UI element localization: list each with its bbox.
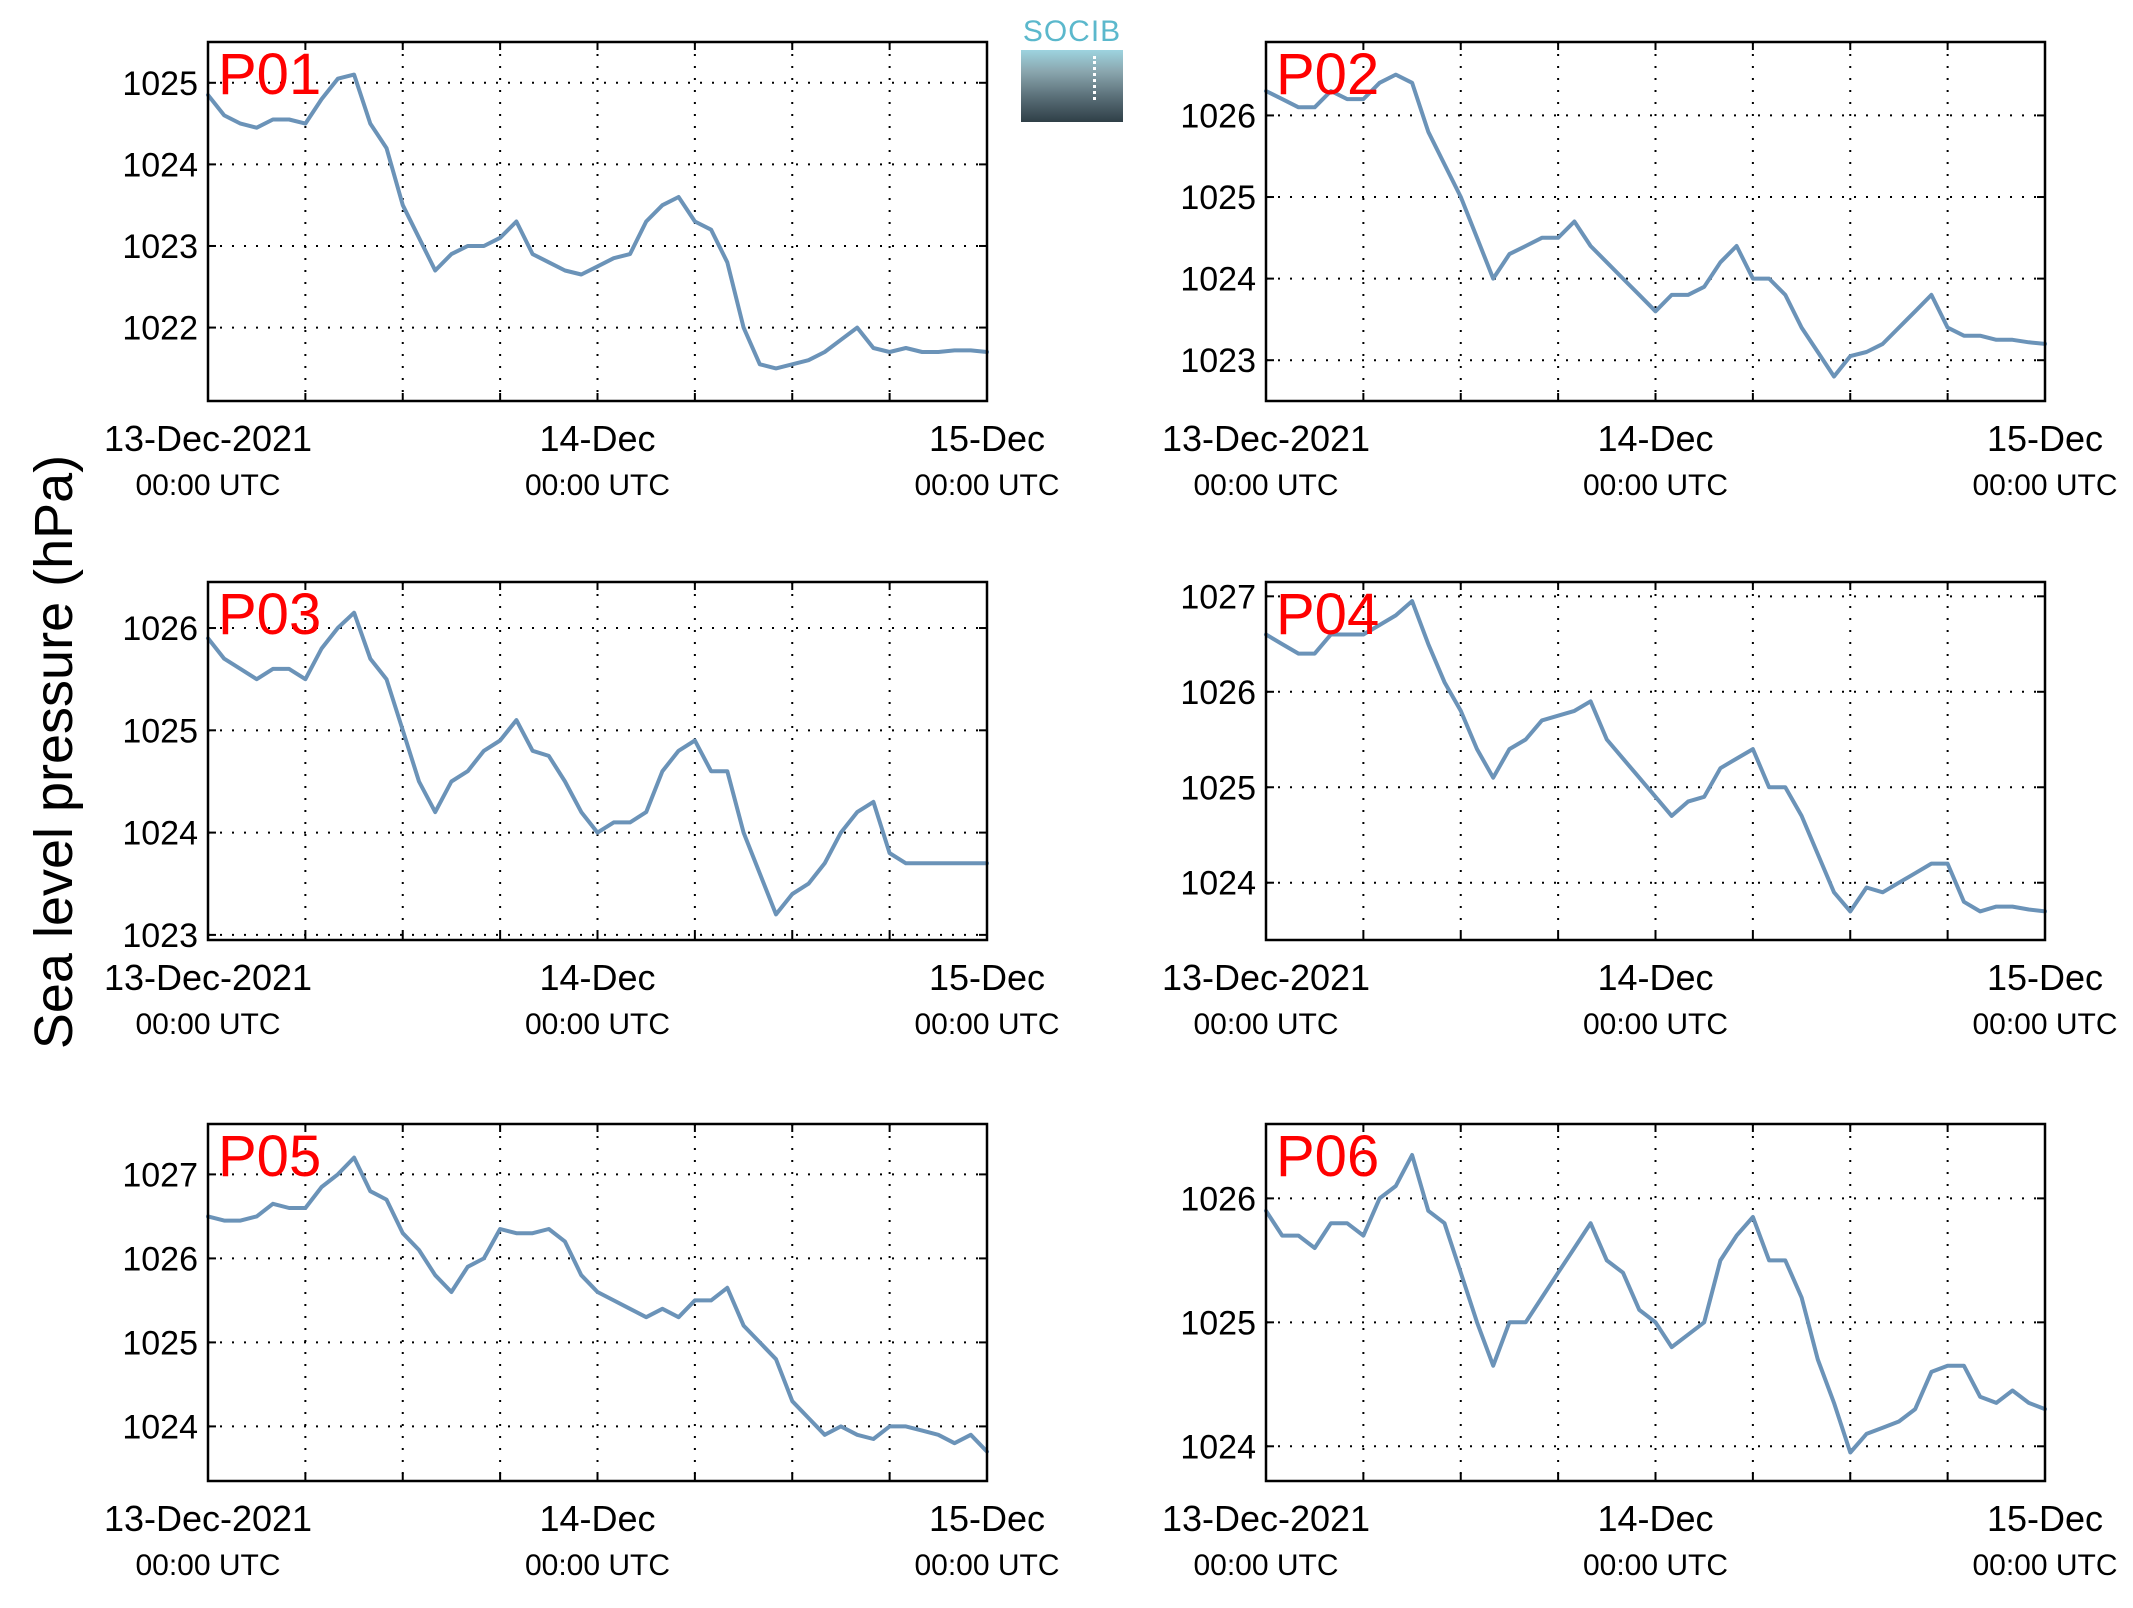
x-tick-label: 13-Dec-2021 (1162, 957, 1370, 998)
x-tick-sublabel: 00:00 UTC (1583, 1008, 1728, 1041)
series-line-p04 (1264, 599, 2047, 914)
y-tick-label: 1026 (122, 1240, 198, 1278)
x-tick-sublabel: 00:00 UTC (1193, 469, 1338, 502)
y-tick-label: 1024 (1180, 865, 1256, 903)
panel-label: P02 (1276, 42, 1379, 107)
x-tick-label: 13-Dec-2021 (1162, 1498, 1370, 1539)
x-tick-sublabel: 00:00 UTC (135, 469, 280, 502)
x-tick-sublabel: 00:00 UTC (914, 1549, 1059, 1582)
x-tick-label: 15-Dec (929, 418, 1045, 459)
socib-logo: SOCIB (1021, 16, 1123, 122)
x-tick-sublabel: 00:00 UTC (914, 469, 1059, 502)
x-tick-sublabel: 00:00 UTC (1972, 469, 2117, 502)
y-tick-label: 1027 (1180, 578, 1256, 616)
panel-p03: 1023 1024 1025 1026 P03 13-Dec-2021 00:00 UTC 1… (104, 580, 1060, 1041)
x-tick-label: 15-Dec (929, 957, 1045, 998)
y-tick-label: 1024 (122, 146, 198, 184)
x-tick-sublabel: 00:00 UTC (1583, 1549, 1728, 1582)
axes-frame (206, 40, 989, 403)
x-tick-sublabel: 00:00 UTC (1972, 1008, 2117, 1041)
x-tick-label: 14-Dec (539, 418, 655, 459)
panel-label: P06 (1276, 1124, 1379, 1189)
y-tick-label: 1026 (1180, 1180, 1256, 1218)
x-tick-label: 13-Dec-2021 (104, 418, 312, 459)
y-tick-label: 1024 (1180, 261, 1256, 299)
axes-frame (206, 580, 989, 942)
y-tick-label: 1023 (122, 917, 198, 955)
socib-logo-band (1021, 50, 1123, 122)
x-tick-sublabel: 00:00 UTC (525, 469, 670, 502)
y-tick-label: 1023 (122, 228, 198, 266)
x-tick-sublabel: 00:00 UTC (525, 1008, 670, 1041)
x-tick-label: 14-Dec (539, 957, 655, 998)
y-tick-label: 1025 (122, 1324, 198, 1362)
axes-frame (1264, 40, 2047, 403)
series-line-p01 (206, 72, 989, 371)
x-tick-sublabel: 00:00 UTC (525, 1549, 670, 1582)
panel-label: P05 (218, 1124, 321, 1189)
y-tick-label: 1025 (122, 65, 198, 103)
y-tick-label: 1026 (1180, 97, 1256, 135)
panel-p04: 1024 1025 1026 1027 P04 13-Dec-2021 00:00 UTC 1… (1162, 578, 2118, 1041)
series-line-p03 (206, 610, 989, 917)
y-tick-label: 1023 (1180, 342, 1256, 380)
panel-p02: 1023 1024 1025 1026 P02 13-Dec-2021 00:00 UTC 1… (1162, 40, 2118, 502)
y-tick-label: 1025 (122, 712, 198, 750)
x-tick-label: 14-Dec (539, 1498, 655, 1539)
x-tick-label: 13-Dec-2021 (1162, 418, 1370, 459)
panel-p06: 1024 1025 1026 P06 13-Dec-2021 00:00 UTC 14-De… (1162, 1122, 2118, 1582)
x-tick-label: 14-Dec (1597, 418, 1713, 459)
series-line-p02 (1264, 72, 2047, 379)
x-tick-label: 13-Dec-2021 (104, 1498, 312, 1539)
y-tick-label: 1024 (122, 815, 198, 853)
y-tick-label: 1024 (122, 1408, 198, 1446)
axes-frame (1264, 1122, 2047, 1483)
x-tick-sublabel: 00:00 UTC (914, 1008, 1059, 1041)
x-tick-label: 14-Dec (1597, 1498, 1713, 1539)
series-line-p06 (1264, 1153, 2047, 1455)
y-tick-label: 1025 (1180, 769, 1256, 807)
y-tick-label: 1025 (1180, 179, 1256, 217)
panel-label: P01 (218, 42, 321, 107)
panel-p05: 1024 1025 1026 1027 P05 13-Dec-2021 00:00 UTC 1… (104, 1122, 1060, 1582)
x-tick-sublabel: 00:00 UTC (1972, 1549, 2117, 1582)
y-tick-label: 1026 (122, 610, 198, 648)
axes-frame (206, 1122, 989, 1483)
y-tick-label: 1024 (1180, 1428, 1256, 1466)
x-tick-label: 15-Dec (1987, 418, 2103, 459)
socib-logo-dash (1093, 56, 1096, 100)
series-line-p05 (206, 1155, 989, 1454)
axes-frame (1264, 580, 2047, 942)
panel-p01: 1022 1023 1024 1025 P01 13-Dec-2021 00:00 UTC 1… (104, 40, 1060, 502)
socib-logo-text: SOCIB (1022, 15, 1122, 48)
x-tick-sublabel: 00:00 UTC (135, 1008, 280, 1041)
x-tick-label: 13-Dec-2021 (104, 957, 312, 998)
panel-label: P04 (1276, 582, 1379, 647)
x-tick-sublabel: 00:00 UTC (135, 1549, 280, 1582)
x-tick-sublabel: 00:00 UTC (1583, 469, 1728, 502)
x-tick-sublabel: 00:00 UTC (1193, 1549, 1338, 1582)
y-tick-label: 1025 (1180, 1304, 1256, 1342)
y-tick-label: 1026 (1180, 674, 1256, 712)
y-tick-label: 1027 (122, 1156, 198, 1194)
y-tick-label: 1022 (122, 310, 198, 348)
x-tick-sublabel: 00:00 UTC (1193, 1008, 1338, 1041)
x-tick-label: 15-Dec (929, 1498, 1045, 1539)
panel-label: P03 (218, 582, 321, 647)
x-tick-label: 14-Dec (1597, 957, 1713, 998)
x-tick-label: 15-Dec (1987, 957, 2103, 998)
x-tick-label: 15-Dec (1987, 1498, 2103, 1539)
y-axis-label: Sea level pressure (hPa) (24, 455, 84, 1049)
